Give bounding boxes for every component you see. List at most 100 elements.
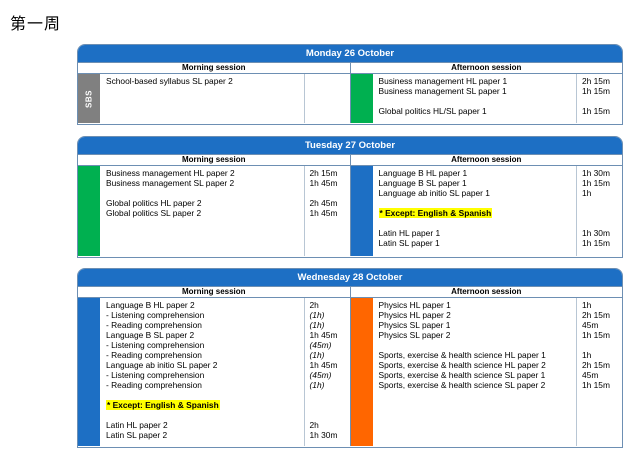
exam-names: Business management HL paper 2 Business m… bbox=[100, 166, 305, 256]
exam-duration: 1h 45m bbox=[309, 208, 338, 218]
exam-duration: 2h 15m bbox=[582, 310, 610, 320]
day-header: Wednesday 28 October bbox=[78, 269, 622, 286]
exam-duration: 1h 15m bbox=[582, 106, 610, 116]
exam-duration: 2h 15m bbox=[582, 360, 610, 370]
exam-duration bbox=[310, 390, 350, 400]
day-block-tuesday: Tuesday 27 October Morning session After… bbox=[77, 136, 623, 258]
exam-name: Language B HL paper 1 bbox=[378, 168, 468, 178]
exception-note: * Except: English & Spanish bbox=[378, 208, 577, 218]
afternoon-cell: Physics HL paper 1 Physics HL paper 2 Phys… bbox=[350, 298, 623, 446]
morning-session-label: Morning session bbox=[78, 287, 351, 297]
exam-name: Latin SL paper 2 bbox=[106, 430, 168, 440]
afternoon-session-label: Afternoon session bbox=[451, 287, 522, 296]
exam-name: Language ab initio SL paper 2 bbox=[106, 360, 218, 370]
day-block-monday: Monday 26 October Morning session Aftern… bbox=[77, 44, 623, 125]
exception-note: * Except: English & Spanish bbox=[106, 400, 304, 410]
exam-name: - Listening comprehension bbox=[106, 340, 205, 350]
exam-duration bbox=[582, 218, 622, 228]
exam-duration: 1h 15m bbox=[582, 380, 610, 390]
exam-name bbox=[379, 218, 577, 228]
afternoon-session-label: Afternoon session bbox=[451, 155, 522, 164]
exam-duration bbox=[582, 96, 622, 106]
exam-duration: 1h 30m bbox=[309, 430, 338, 440]
exam-duration: 2h 45m bbox=[309, 198, 338, 208]
exam-name: Language B SL paper 2 bbox=[106, 330, 195, 340]
exam-names: School-based syllabus SL paper 2 bbox=[100, 74, 305, 123]
exam-durations: 2h 15m 1h 45m 2h 45m 1h 45m bbox=[305, 166, 350, 256]
exam-duration: 2h 15m bbox=[582, 76, 610, 86]
exam-duration bbox=[310, 76, 350, 86]
exam-duration bbox=[310, 410, 350, 420]
exam-name: Language B HL paper 2 bbox=[106, 300, 195, 310]
exam-duration: (1h) bbox=[309, 380, 325, 390]
morning-cell: Business management HL paper 2 Business m… bbox=[78, 166, 351, 256]
exam-name bbox=[379, 340, 577, 350]
day-body: Language B HL paper 2- Listening compreh… bbox=[78, 297, 622, 446]
afternoon-cell: Language B HL paper 1 Language B SL paper… bbox=[350, 166, 623, 256]
exam-duration: 45m bbox=[582, 370, 599, 380]
exam-name bbox=[106, 410, 304, 420]
exam-name: School-based syllabus SL paper 2 bbox=[106, 76, 233, 86]
subject-group-bar bbox=[350, 74, 373, 123]
exam-duration: 1h 15m bbox=[582, 178, 610, 188]
exam-names: Language B HL paper 2- Listening compreh… bbox=[100, 298, 305, 446]
exam-duration: 1h bbox=[582, 350, 592, 360]
exam-duration: 1h 30m bbox=[582, 168, 610, 178]
subject-group-bar bbox=[78, 166, 100, 256]
exam-name: - Reading comprehension bbox=[106, 350, 202, 360]
exam-name bbox=[106, 390, 304, 400]
exam-name: Sports, exercise & health science HL pap… bbox=[378, 360, 546, 370]
exam-duration: 45m bbox=[582, 320, 599, 330]
day-header: Tuesday 27 October bbox=[78, 137, 622, 154]
exam-duration: 1h 15m bbox=[582, 86, 610, 96]
page-title: 第一周 bbox=[10, 14, 62, 33]
subject-group-bar bbox=[78, 298, 100, 446]
exam-duration: 2h bbox=[309, 300, 319, 310]
morning-session-label: Morning session bbox=[78, 63, 351, 73]
exam-name: - Listening comprehension bbox=[106, 310, 205, 320]
exam-name: Sports, exercise & health science HL pap… bbox=[378, 350, 546, 360]
afternoon-cell: Business management HL paper 1 Business m… bbox=[350, 74, 623, 123]
exam-name: Business management SL paper 2 bbox=[106, 178, 235, 188]
morning-session-label: Morning session bbox=[78, 155, 351, 165]
subject-group-bar: SBS bbox=[78, 74, 100, 123]
exam-duration: (1h) bbox=[309, 350, 325, 360]
exam-name: Language ab initio SL paper 1 bbox=[378, 188, 490, 198]
subject-group-bar bbox=[350, 166, 373, 256]
day-block-wednesday: Wednesday 28 October Morning session Aft… bbox=[77, 268, 623, 448]
exam-name: Global politics SL paper 2 bbox=[106, 208, 202, 218]
exam-durations: 1h 30m 1h 15m 1h 1h 30m 1h 15m bbox=[577, 166, 622, 256]
exam-duration bbox=[310, 400, 350, 410]
exam-name: Global politics HL/SL paper 1 bbox=[378, 106, 487, 116]
exam-duration: 1h 45m bbox=[309, 178, 338, 188]
exam-names: Physics HL paper 1 Physics HL paper 2 Phys… bbox=[373, 298, 577, 446]
exam-name: - Listening comprehension bbox=[106, 370, 205, 380]
exam-duration bbox=[310, 188, 350, 198]
afternoon-session-label: Afternoon session bbox=[451, 63, 522, 72]
exam-name: Latin HL paper 1 bbox=[378, 228, 441, 238]
exam-duration: 1h 15m bbox=[582, 330, 610, 340]
exam-name: Latin SL paper 1 bbox=[378, 238, 440, 248]
exam-name: - Reading comprehension bbox=[106, 380, 202, 390]
exam-duration: (1h) bbox=[309, 320, 325, 330]
sbs-label: SBS bbox=[84, 89, 94, 108]
exam-duration bbox=[582, 198, 622, 208]
day-body: SBS School-based syllabus SL paper 2 Bus… bbox=[78, 73, 622, 123]
exam-name: Business management HL paper 1 bbox=[378, 76, 508, 86]
exam-name: Physics SL paper 1 bbox=[378, 320, 451, 330]
exam-duration: 1h bbox=[582, 188, 592, 198]
exam-duration: (1h) bbox=[309, 310, 325, 320]
exam-duration: 1h bbox=[582, 300, 592, 310]
exam-durations: 2h 15m 1h 15m 1h 15m bbox=[577, 74, 622, 123]
exam-name bbox=[379, 96, 577, 106]
exam-name: Physics SL paper 2 bbox=[378, 330, 451, 340]
exam-name: Sports, exercise & health science SL pap… bbox=[378, 380, 546, 390]
exam-duration: 2h 15m bbox=[309, 168, 338, 178]
subject-group-bar bbox=[350, 298, 373, 446]
exam-durations bbox=[305, 74, 350, 123]
exam-duration bbox=[582, 208, 622, 218]
exam-names: Business management HL paper 1 Business m… bbox=[373, 74, 577, 123]
exam-name: Language B SL paper 1 bbox=[378, 178, 467, 188]
exam-duration bbox=[582, 340, 622, 350]
highlighted-note: * Except: English & Spanish bbox=[106, 400, 220, 410]
